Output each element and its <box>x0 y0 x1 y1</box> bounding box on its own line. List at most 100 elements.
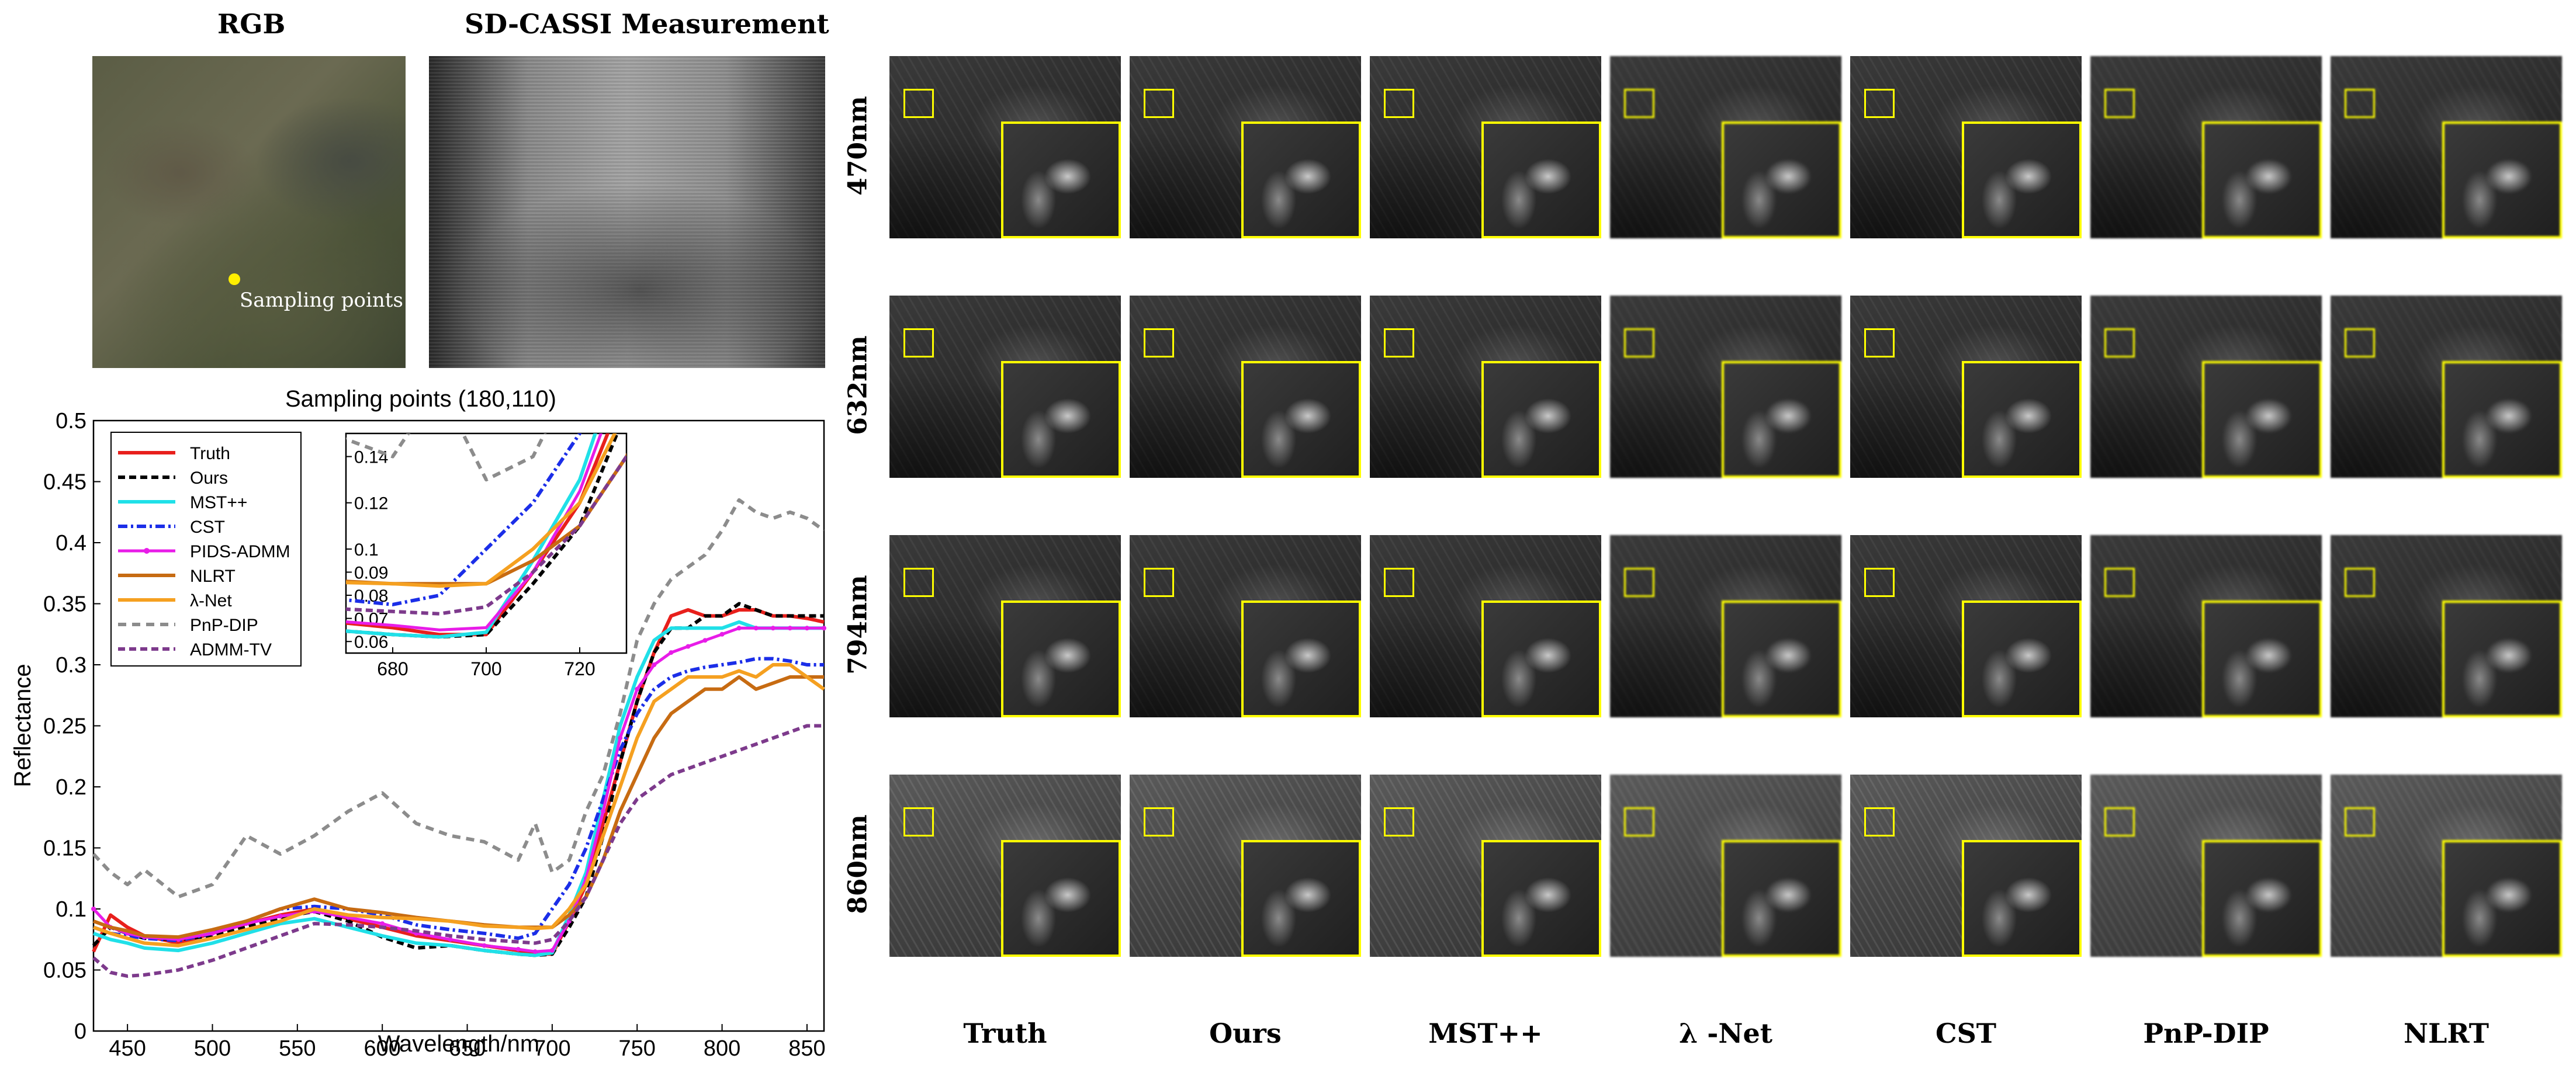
rgb-title: RGB <box>217 8 286 40</box>
zoom-inset <box>2442 601 2562 717</box>
inset-line-pids-admm <box>346 433 603 631</box>
zoom-inset <box>2202 840 2322 957</box>
legend: Truth Ours MST++ CST PIDS-ADMM NLRT λ-Net PnP-D… <box>110 432 302 667</box>
zoom-inset <box>1962 122 2082 238</box>
roi-box <box>1864 328 1895 358</box>
series-point-pids-admm <box>822 626 826 631</box>
recon-tile-632nm-nlrt <box>2331 296 2562 478</box>
zoom-inset <box>1481 361 1601 478</box>
sd-cassi-measurement-image <box>429 56 825 368</box>
recon-tile-794nm-nlrt <box>2331 535 2562 717</box>
inset-line-cst <box>346 433 582 606</box>
legend-marker-pids-admm <box>144 548 150 554</box>
column-label-truth: Truth <box>963 1018 1047 1049</box>
column-label-pnp-dip: PnP-DIP <box>2143 1018 2269 1049</box>
recon-tile-470nm-net <box>1610 56 1841 238</box>
row-label-794nm: 794nm <box>843 575 873 675</box>
roi-box <box>903 328 934 358</box>
recon-tile-470nm-truth <box>889 56 1121 238</box>
recon-tile-860nm-cst <box>1850 775 2082 957</box>
roi-box <box>1864 807 1895 837</box>
series-point-pids-admm <box>685 644 691 649</box>
y-axis-label: Reflectance <box>10 664 36 787</box>
chart-title: Sampling points (180,110) <box>285 386 556 412</box>
recon-tile-632nm-ours <box>1130 296 1361 478</box>
column-label-net: λ -Net <box>1679 1018 1772 1049</box>
recon-tile-860nm-net <box>1610 775 1841 957</box>
inset-y-tick-label: 0.06 <box>354 633 388 652</box>
recon-tile-860nm-pnp-dip <box>2090 775 2322 957</box>
series-point-pids-admm <box>601 808 606 814</box>
series-point-pids-admm <box>736 626 742 631</box>
roi-box <box>2345 89 2375 118</box>
roi-box <box>903 89 934 118</box>
recon-tile-632nm-pnp-dip <box>2090 296 2322 478</box>
roi-box <box>1144 568 1174 597</box>
series-point-pids-admm <box>515 946 521 952</box>
series-point-pids-admm <box>618 735 623 741</box>
measurement-title: SD-CASSI Measurement <box>465 8 829 40</box>
y-tick-label: 0.2 <box>56 775 86 800</box>
series-point-pids-admm <box>753 626 759 631</box>
legend-label-truth: Truth <box>190 444 230 463</box>
recon-tile-470nm-ours <box>1130 56 1361 238</box>
x-tick-label: 500 <box>194 1036 231 1061</box>
recon-tile-794nm-net <box>1610 535 1841 717</box>
recon-tile-860nm-mst <box>1370 775 1601 957</box>
series-point-pids-admm <box>532 949 538 955</box>
series-point-pids-admm <box>380 921 385 926</box>
row-label-632nm: 632nm <box>843 335 873 435</box>
sampling-point-label: Sampling points <box>240 289 403 312</box>
inset-line-mst <box>346 433 597 639</box>
zoom-inset <box>1962 840 2082 957</box>
series-point-pids-admm <box>448 937 453 942</box>
zoom-inset <box>1001 601 1121 717</box>
zoom-inset <box>1001 122 1121 238</box>
series-point-pids-admm <box>770 626 775 631</box>
zoom-inset <box>2202 361 2322 478</box>
roi-box <box>2104 807 2135 837</box>
series-point-pids-admm <box>278 914 283 919</box>
legend-label-ours: Ours <box>190 468 228 488</box>
roi-box <box>2345 807 2375 837</box>
zoom-inset <box>2202 601 2322 717</box>
x-tick-label: 550 <box>279 1036 316 1061</box>
series-point-pids-admm <box>635 686 640 692</box>
zoom-inset <box>1722 122 1841 238</box>
series-point-pids-admm <box>719 631 725 637</box>
series-line-admm-tv <box>92 724 824 978</box>
roi-box <box>1864 89 1895 118</box>
recon-tile-794nm-cst <box>1850 535 2082 717</box>
zoom-inset <box>1241 601 1361 717</box>
x-tick-label: 800 <box>704 1036 740 1061</box>
x-tick-label: 850 <box>788 1036 825 1061</box>
roi-box <box>1384 328 1414 358</box>
recon-tile-632nm-truth <box>889 296 1121 478</box>
zoom-inset <box>1001 361 1121 478</box>
roi-box <box>2345 568 2375 597</box>
roi-box <box>2345 328 2375 358</box>
inset-x-tick-label: 720 <box>564 658 595 679</box>
x-tick-label: 750 <box>619 1036 656 1061</box>
series-point-pids-admm <box>549 948 555 953</box>
recon-tile-794nm-ours <box>1130 535 1361 717</box>
roi-box <box>1624 807 1654 837</box>
x-tick-label: 450 <box>109 1036 146 1061</box>
row-label-860nm: 860nm <box>843 814 873 914</box>
recon-tile-470nm-mst <box>1370 56 1601 238</box>
roi-box <box>1144 807 1174 837</box>
column-label-mst: MST++ <box>1428 1018 1543 1049</box>
series-point-pids-admm <box>652 662 657 667</box>
x-tick-label: 650 <box>449 1036 486 1061</box>
inset-line-truth <box>346 433 610 637</box>
roi-box <box>2104 89 2135 118</box>
zoom-inset <box>2442 840 2562 957</box>
zoom-inset <box>1481 840 1601 957</box>
zoom-inset <box>1722 840 1841 957</box>
rgb-image: Sampling points <box>92 56 406 368</box>
legend-label-admm-tv: ADMM-TV <box>190 640 272 660</box>
recon-tile-632nm-net <box>1610 296 1841 478</box>
roi-box <box>1384 568 1414 597</box>
zoom-inset <box>1962 361 2082 478</box>
